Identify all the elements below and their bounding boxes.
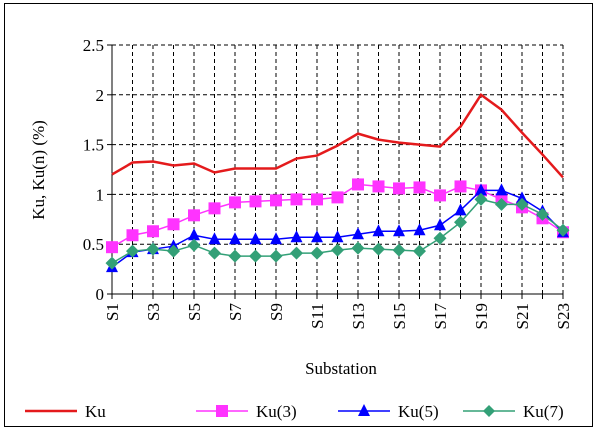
triangle-marker bbox=[229, 232, 241, 245]
series-line bbox=[111, 93, 564, 179]
diamond-marker bbox=[208, 246, 221, 260]
x-tick-label: S11 bbox=[308, 303, 327, 329]
chart-frame bbox=[4, 3, 593, 427]
square-marker bbox=[229, 196, 241, 209]
tick-labels: 0 0.5 1 1.5 2 2.5 S1 S3 S5 S7 S9 S11 S13 S15 S17 S19 S21… bbox=[83, 36, 573, 329]
triangle-marker bbox=[249, 232, 262, 245]
diamond-marker bbox=[126, 244, 139, 258]
triangle-marker bbox=[208, 232, 221, 245]
x-tick-label: S3 bbox=[144, 303, 163, 321]
triangle-marker bbox=[372, 224, 385, 237]
y-axis-label: Ku, Ku(n) (%) bbox=[29, 120, 48, 220]
diamond-marker bbox=[105, 256, 119, 270]
x-tick-label: S5 bbox=[185, 303, 204, 321]
x-tick-label: S15 bbox=[390, 303, 409, 329]
legend-entry: Ku(5) bbox=[338, 402, 439, 421]
triangle-marker bbox=[475, 183, 487, 196]
x-tick-label: S7 bbox=[226, 303, 245, 321]
y-tick-label: 1 bbox=[96, 185, 105, 204]
square-marker bbox=[106, 241, 118, 254]
diamond-marker bbox=[310, 246, 324, 260]
triangle-marker bbox=[495, 183, 508, 196]
square-marker bbox=[331, 191, 344, 204]
diamond-marker bbox=[474, 192, 488, 206]
x-tick-label: S13 bbox=[349, 303, 368, 329]
legend-label: Ku(3) bbox=[256, 402, 297, 421]
diamond-marker bbox=[351, 241, 365, 255]
x-tick-label: S23 bbox=[554, 303, 573, 329]
square-marker bbox=[352, 178, 364, 191]
legend-entry: Ku(7) bbox=[463, 402, 564, 421]
triangle-marker bbox=[393, 224, 405, 237]
y-tick-label: 2.5 bbox=[83, 36, 104, 55]
square-marker bbox=[147, 225, 159, 238]
diamond-marker bbox=[187, 238, 201, 252]
square-marker bbox=[311, 193, 323, 206]
triangle-marker bbox=[270, 232, 282, 245]
series-ku bbox=[111, 93, 564, 179]
diamond-marker bbox=[290, 246, 303, 260]
square-marker bbox=[372, 180, 385, 193]
square-marker bbox=[208, 202, 221, 215]
diamond-marker bbox=[372, 242, 385, 256]
x-axis-label: Substation bbox=[305, 359, 377, 378]
y-tick-label: 0.5 bbox=[83, 235, 104, 254]
diamond-marker bbox=[454, 215, 467, 229]
square-marker bbox=[167, 218, 180, 231]
square-marker bbox=[434, 189, 446, 202]
y-tick-label: 2 bbox=[96, 86, 105, 105]
triangle-marker bbox=[516, 191, 528, 204]
legend-label: Ku(5) bbox=[398, 402, 439, 421]
square-marker bbox=[216, 405, 228, 417]
diamond-marker bbox=[249, 249, 262, 263]
x-tick-label: S9 bbox=[267, 303, 286, 321]
legend-label: Ku bbox=[85, 402, 106, 421]
diamond-marker bbox=[536, 207, 549, 221]
axes bbox=[107, 44, 564, 299]
triangle-marker bbox=[454, 203, 467, 216]
square-marker bbox=[126, 229, 139, 242]
triangle-marker bbox=[311, 230, 323, 243]
series-ku-7 bbox=[105, 192, 570, 270]
diamond-marker bbox=[495, 197, 508, 211]
triangle-marker bbox=[331, 230, 344, 243]
x-tick-label: S1 bbox=[103, 303, 122, 321]
diamond-marker bbox=[269, 249, 283, 263]
legend-entry: Ku(3) bbox=[196, 402, 297, 421]
triangle-marker bbox=[358, 404, 370, 416]
x-tick-label: S21 bbox=[513, 303, 532, 329]
square-marker bbox=[393, 182, 405, 195]
triangle-marker bbox=[188, 228, 200, 241]
y-tick-label: 1.5 bbox=[83, 136, 104, 155]
legend-entry: Ku bbox=[25, 402, 106, 421]
diamond-marker bbox=[146, 242, 160, 256]
diamond-marker bbox=[413, 244, 426, 258]
legend-label: Ku(7) bbox=[523, 402, 564, 421]
diamond-marker bbox=[483, 405, 495, 417]
square-marker bbox=[249, 195, 262, 208]
square-marker bbox=[454, 180, 467, 193]
triangle-marker bbox=[434, 218, 446, 231]
y-tick-label: 0 bbox=[96, 285, 105, 304]
diamond-marker bbox=[433, 231, 447, 245]
legend: Ku Ku(3) Ku(5) Ku(7) bbox=[25, 402, 564, 421]
triangle-marker bbox=[290, 230, 303, 243]
diamond-marker bbox=[167, 244, 180, 258]
diamond-marker bbox=[515, 197, 529, 211]
diamond-marker bbox=[392, 243, 406, 257]
x-tick-label: S19 bbox=[472, 303, 491, 329]
square-marker bbox=[188, 209, 200, 222]
square-marker bbox=[290, 193, 303, 206]
x-tick-label: S17 bbox=[431, 303, 450, 330]
diamond-marker bbox=[228, 249, 242, 263]
triangle-marker bbox=[352, 227, 364, 240]
triangle-marker bbox=[413, 223, 426, 236]
square-marker bbox=[270, 194, 282, 207]
diamond-marker bbox=[331, 243, 344, 257]
diamond-marker bbox=[556, 223, 570, 237]
square-marker bbox=[413, 181, 426, 194]
series bbox=[105, 93, 570, 273]
